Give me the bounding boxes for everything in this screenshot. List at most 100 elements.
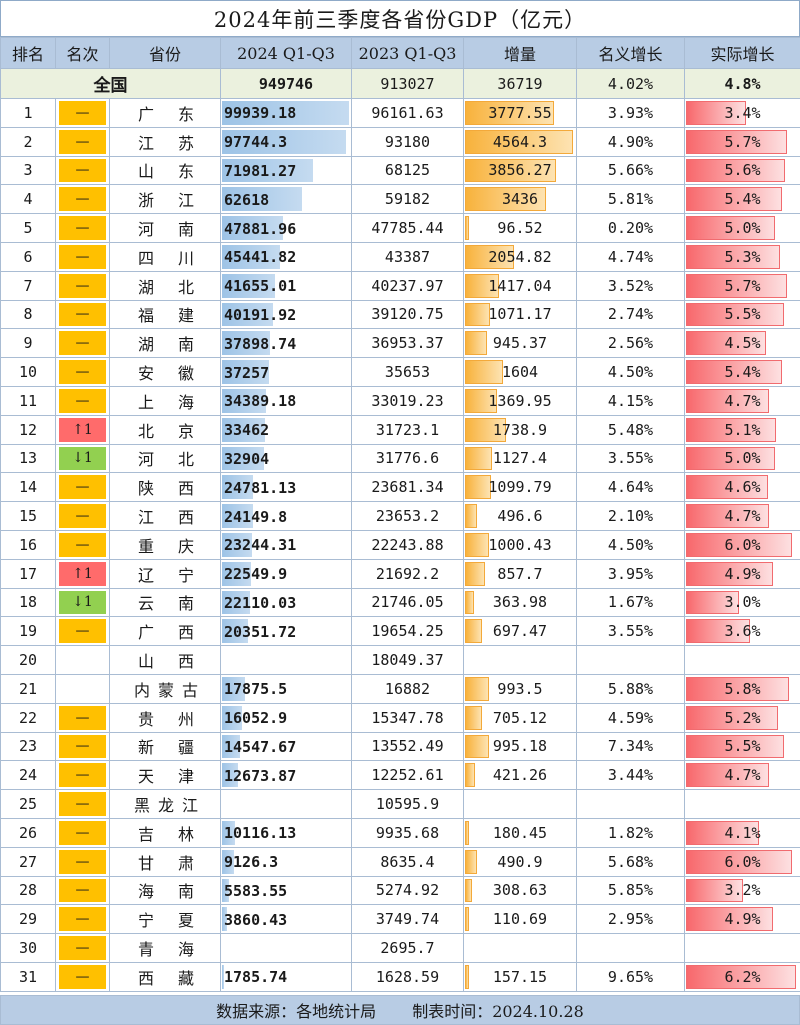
rank-change-cell: — xyxy=(55,961,110,992)
header-real-growth: 实际增长 xyxy=(684,37,800,69)
rank-change-cell: — xyxy=(55,270,110,301)
province-name: 青海 xyxy=(111,936,220,960)
province-char: 湖 xyxy=(138,335,155,355)
increase-value: 1000.43 xyxy=(488,535,552,554)
nominal-growth-cell: 5.88% xyxy=(576,673,685,704)
rank-unchanged-badge: — xyxy=(59,820,106,845)
header-rank: 排名 xyxy=(0,37,56,69)
province-name: 浙江 xyxy=(111,187,220,211)
real-growth-cell: 6.2% xyxy=(684,961,800,992)
gdp-2024-cell: 17875.5 xyxy=(220,673,352,704)
real-growth-cell: 4.7% xyxy=(684,760,800,791)
province-name: 北京 xyxy=(111,418,220,442)
province-cell: 海南 xyxy=(109,875,221,906)
rank-cell: 21 xyxy=(0,673,56,704)
real-growth-cell: 3.2% xyxy=(684,875,800,906)
increase-bar xyxy=(465,964,469,989)
increase-cell: 308.63 xyxy=(463,875,577,906)
real-growth-cell: 3.0% xyxy=(684,587,800,618)
province-char: 山 xyxy=(138,652,155,672)
real-growth-value: 5.1% xyxy=(724,420,761,439)
province-char: 宁 xyxy=(177,565,194,585)
real-growth-bar xyxy=(686,129,787,154)
real-growth-value: 4.7% xyxy=(724,507,761,526)
gdp-2024-cell: 22110.03 xyxy=(220,587,352,618)
gdp-2024-value xyxy=(222,796,225,814)
province-char: 河 xyxy=(138,220,155,240)
province-char: 宁 xyxy=(138,911,155,931)
table-row: 15— 江西 24149.8 23653.2 496.6 2.10% 4.7% xyxy=(0,501,800,531)
real-growth-bar xyxy=(686,964,796,989)
nominal-growth-cell: 1.67% xyxy=(576,587,685,618)
gdp-2024-cell xyxy=(220,789,352,819)
province-char: 龙 xyxy=(157,796,174,816)
province-char: 苏 xyxy=(177,133,194,153)
increase-cell: 3777.55 xyxy=(463,98,577,128)
province-char: 西 xyxy=(177,623,194,643)
real-growth-value: 3.6% xyxy=(724,622,761,641)
province-cell: 北京 xyxy=(109,414,221,445)
province-char: 浙 xyxy=(138,191,155,211)
gdp-2024-bar xyxy=(222,273,275,298)
province-char: 江 xyxy=(177,191,194,211)
rank-unchanged-badge: — xyxy=(59,216,106,240)
province-name: 江苏 xyxy=(111,130,220,154)
province-cell: 山西 xyxy=(109,645,221,675)
gdp-2024-cell: 45441.82 xyxy=(220,241,352,272)
rank-cell: 15 xyxy=(0,501,56,531)
rank-cell: 9 xyxy=(0,328,56,359)
province-cell: 云南 xyxy=(109,587,221,618)
province-name: 甘肃 xyxy=(111,850,220,874)
gdp-2023-cell: 31723.1 xyxy=(351,414,464,445)
gdp-2024-value: 71981.27 xyxy=(224,161,297,180)
nominal-growth-cell: 1.82% xyxy=(576,817,685,848)
gdp-2023-cell: 18049.37 xyxy=(351,645,464,675)
increase-bar xyxy=(465,619,482,644)
province-char: 建 xyxy=(177,306,194,326)
gdp-2023-cell: 21746.05 xyxy=(351,587,464,618)
increase-bar xyxy=(465,561,485,586)
gdp-2024-value: 99939.18 xyxy=(224,104,297,123)
real-growth-value: 5.4% xyxy=(724,363,761,382)
real-growth-bar xyxy=(686,273,787,298)
gdp-2024-cell: 16052.9 xyxy=(220,702,352,733)
real-growth-bar xyxy=(686,302,784,327)
nominal-growth-cell: 5.81% xyxy=(576,184,685,215)
province-char: 贵 xyxy=(138,709,155,729)
table-row: 16— 重庆 23244.31 22243.88 1000.43 4.50% 6.0% xyxy=(0,529,800,560)
increase-cell: 1738.9 xyxy=(463,414,577,445)
province-cell: 重庆 xyxy=(109,529,221,560)
increase-value: 3856.27 xyxy=(488,161,552,180)
rank-unchanged-badge: — xyxy=(59,302,106,327)
province-name: 湖北 xyxy=(111,274,220,298)
nominal-growth-cell: 5.48% xyxy=(576,414,685,445)
increase-bar xyxy=(465,532,489,557)
real-growth-bar xyxy=(686,705,778,730)
gdp-2023-cell: 9935.68 xyxy=(351,817,464,848)
increase-value: 1071.17 xyxy=(488,305,552,324)
table-title: 2024年前三季度各省份GDP（亿元） xyxy=(0,0,800,37)
increase-bar xyxy=(465,302,490,327)
gdp-2024-value: 40191.92 xyxy=(224,305,297,324)
national-label: 全国 xyxy=(0,68,221,99)
real-growth-cell: 5.3% xyxy=(684,241,800,272)
province-name: 内蒙古 xyxy=(111,677,220,701)
rank-cell: 13 xyxy=(0,443,56,474)
gdp-2024-value: 23244.31 xyxy=(224,536,297,555)
nominal-growth-cell xyxy=(576,645,685,675)
increase-value: 945.37 xyxy=(492,334,548,353)
increase-bar xyxy=(465,273,499,298)
increase-cell: 157.15 xyxy=(463,961,577,992)
rank-change-cell: — xyxy=(55,933,110,963)
real-growth-value: 5.0% xyxy=(724,219,761,238)
province-name: 广东 xyxy=(111,101,220,125)
province-char: 庆 xyxy=(177,536,194,556)
increase-cell: 421.26 xyxy=(463,760,577,791)
real-growth-value: 4.5% xyxy=(724,334,761,353)
increase-value: 308.63 xyxy=(492,881,548,900)
real-growth-value: 5.5% xyxy=(724,305,761,324)
nominal-growth-cell: 3.52% xyxy=(576,270,685,301)
real-growth-cell: 6.0% xyxy=(684,529,800,560)
rank-cell: 28 xyxy=(0,875,56,906)
province-name: 陕西 xyxy=(111,475,220,499)
